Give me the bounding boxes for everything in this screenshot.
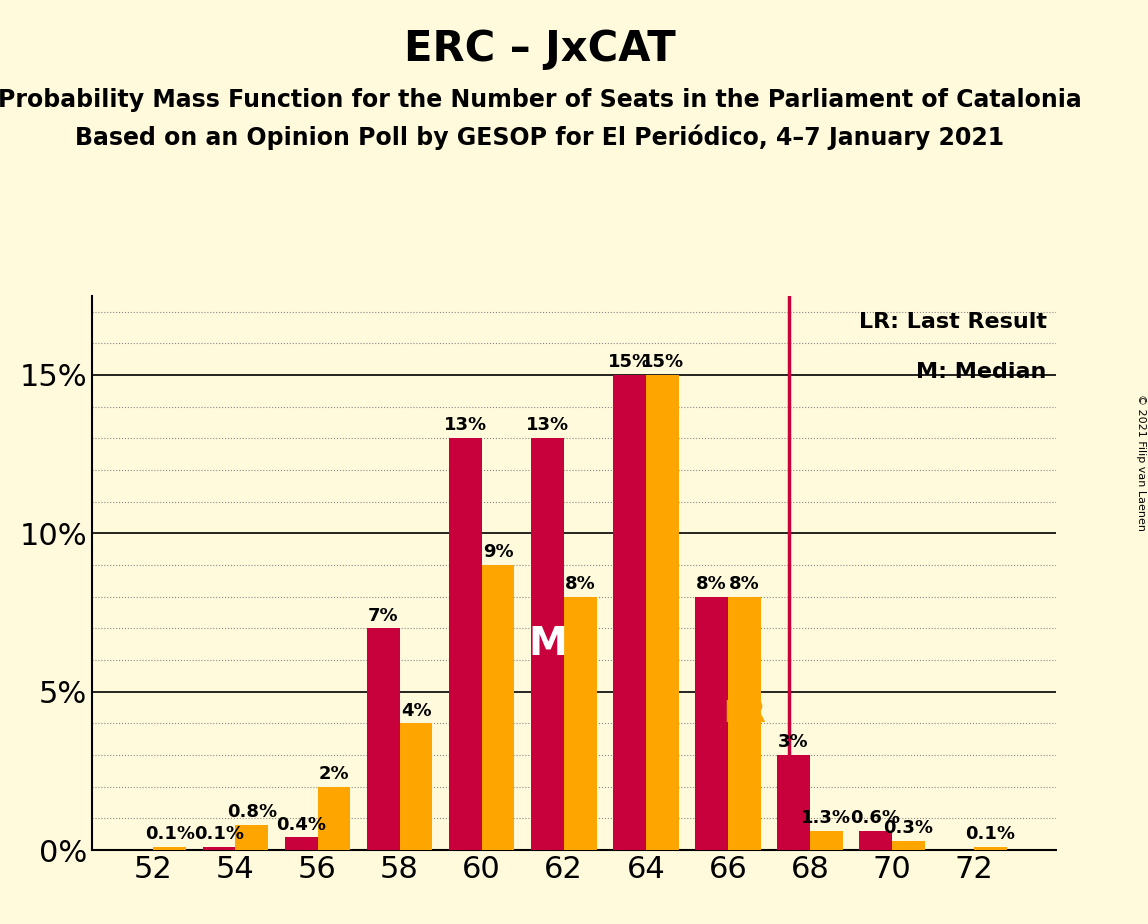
Bar xyxy=(318,786,350,850)
Text: 1.3%: 1.3% xyxy=(801,809,852,827)
Text: 8%: 8% xyxy=(729,575,760,593)
Bar xyxy=(235,825,269,850)
Bar xyxy=(154,847,186,850)
Bar xyxy=(366,628,400,850)
Bar xyxy=(892,841,925,850)
Bar xyxy=(810,831,843,850)
Text: © 2021 Filip van Laenen: © 2021 Filip van Laenen xyxy=(1135,394,1146,530)
Text: 15%: 15% xyxy=(607,353,651,371)
Bar xyxy=(400,723,433,850)
Text: 13%: 13% xyxy=(526,417,569,434)
Bar xyxy=(482,565,514,850)
Text: ERC – JxCAT: ERC – JxCAT xyxy=(404,28,675,69)
Bar xyxy=(613,375,646,850)
Bar xyxy=(777,755,810,850)
Text: 3%: 3% xyxy=(778,734,809,751)
Bar xyxy=(203,847,235,850)
Text: 7%: 7% xyxy=(367,606,398,625)
Text: 0.1%: 0.1% xyxy=(194,825,245,843)
Text: M: M xyxy=(528,626,567,663)
Bar xyxy=(859,831,892,850)
Text: 9%: 9% xyxy=(483,543,513,561)
Bar xyxy=(975,847,1007,850)
Bar xyxy=(564,597,597,850)
Text: 4%: 4% xyxy=(401,701,432,720)
Bar xyxy=(285,837,318,850)
Text: 15%: 15% xyxy=(641,353,684,371)
Bar xyxy=(449,438,482,850)
Text: 13%: 13% xyxy=(443,417,487,434)
Bar xyxy=(695,597,728,850)
Bar xyxy=(646,375,678,850)
Text: 0.6%: 0.6% xyxy=(851,809,901,827)
Bar xyxy=(530,438,564,850)
Text: 0.1%: 0.1% xyxy=(965,825,1016,843)
Text: LR: Last Result: LR: Last Result xyxy=(859,312,1047,333)
Text: LR: LR xyxy=(723,699,766,728)
Bar xyxy=(728,597,761,850)
Text: 0.3%: 0.3% xyxy=(884,819,933,837)
Text: 8%: 8% xyxy=(565,575,596,593)
Text: 0.8%: 0.8% xyxy=(227,803,277,821)
Text: Probability Mass Function for the Number of Seats in the Parliament of Catalonia: Probability Mass Function for the Number… xyxy=(0,88,1081,112)
Text: M: Median: M: Median xyxy=(916,362,1047,383)
Text: 0.1%: 0.1% xyxy=(145,825,195,843)
Text: 0.4%: 0.4% xyxy=(277,816,326,833)
Text: 8%: 8% xyxy=(696,575,727,593)
Text: 2%: 2% xyxy=(319,765,349,783)
Text: Based on an Opinion Poll by GESOP for El Periódico, 4–7 January 2021: Based on an Opinion Poll by GESOP for El… xyxy=(75,125,1005,151)
